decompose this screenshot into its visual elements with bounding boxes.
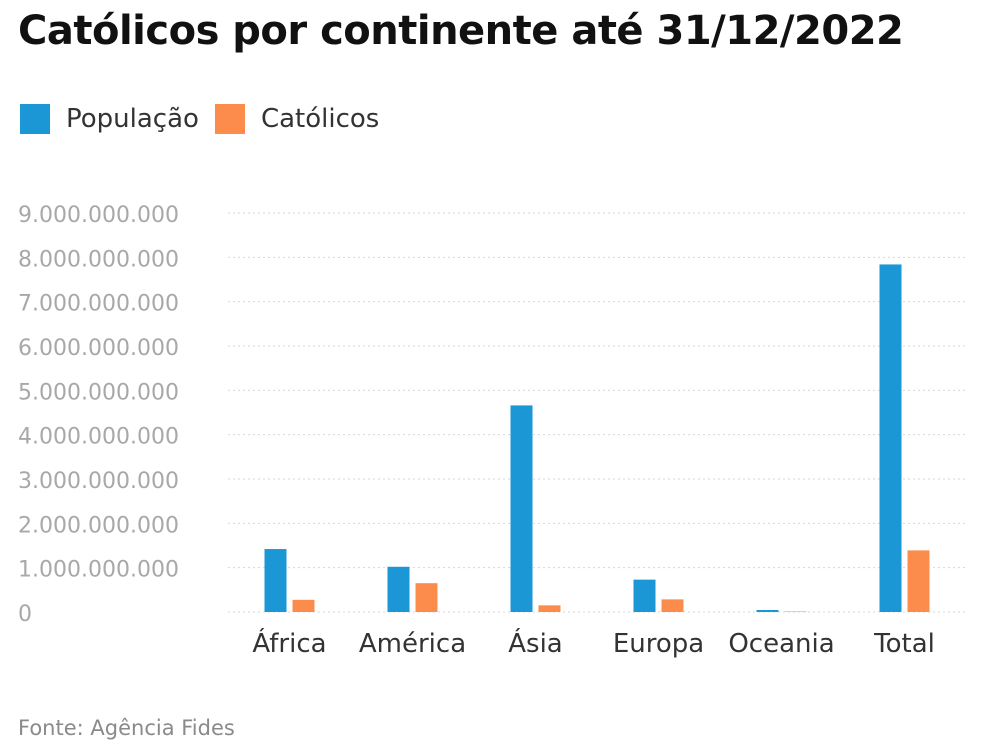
y-tick-label: 8.000.000.000 bbox=[18, 247, 179, 272]
source-note: Fonte: Agência Fides bbox=[18, 716, 235, 740]
bar-catolicos bbox=[907, 550, 930, 612]
legend-label-catolicos: Católicos bbox=[260, 104, 380, 134]
y-tick-label: 5.000.000.000 bbox=[18, 380, 179, 405]
x-category-label: Total bbox=[873, 629, 935, 659]
bar-catolicos bbox=[661, 599, 684, 612]
bar-populacao bbox=[510, 405, 533, 612]
y-tick-label: 6.000.000.000 bbox=[18, 336, 179, 361]
x-category-label: África bbox=[252, 627, 326, 659]
legend-item-populacao: População bbox=[20, 104, 199, 134]
bar-populacao bbox=[633, 579, 656, 612]
y-tick-label: 3.000.000.000 bbox=[18, 469, 179, 494]
bar-populacao bbox=[387, 566, 410, 612]
legend: População Católicos bbox=[20, 104, 395, 134]
bar-chart: 0 1.000.000.000 2.000.000.000 3.000.000.000… bbox=[18, 203, 966, 659]
bar-populacao bbox=[756, 610, 779, 612]
bar-catolicos bbox=[415, 583, 438, 612]
y-tick-label: 7.000.000.000 bbox=[18, 292, 179, 317]
x-category-label: Oceania bbox=[728, 629, 834, 659]
bar-populacao bbox=[879, 264, 902, 612]
bar-populacao bbox=[264, 549, 287, 612]
chart-title: Católicos por continente até 31/12/2022 bbox=[18, 8, 904, 54]
legend-item-catolicos: Católicos bbox=[214, 104, 380, 134]
bar-catolicos bbox=[538, 605, 561, 612]
y-tick-label: 2.000.000.000 bbox=[18, 513, 179, 538]
legend-label-populacao: População bbox=[66, 104, 199, 134]
x-category-label: Europa bbox=[613, 629, 704, 659]
x-category-label: América bbox=[359, 629, 466, 659]
y-tick-label: 1.000.000.000 bbox=[18, 558, 179, 583]
y-tick-label: 9.000.000.000 bbox=[18, 203, 179, 228]
y-tick-label: 0 bbox=[18, 602, 32, 627]
x-category-label: Ásia bbox=[508, 627, 563, 659]
y-tick-label: 4.000.000.000 bbox=[18, 425, 179, 450]
bar-catolicos bbox=[292, 599, 315, 612]
legend-swatch-populacao bbox=[20, 104, 50, 134]
legend-swatch-catolicos bbox=[214, 104, 245, 134]
